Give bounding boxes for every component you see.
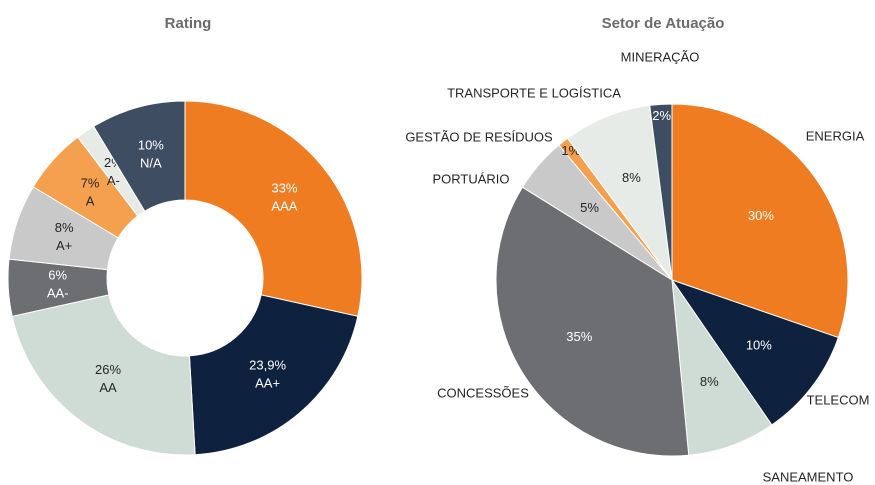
value-label: 26% xyxy=(95,362,121,377)
category-label: TRANSPORTE E LOGÍSTICA xyxy=(447,85,621,100)
value-label: 8% xyxy=(700,374,719,389)
slice xyxy=(188,294,359,456)
category-label: AAA xyxy=(271,199,297,214)
category-label: SANEAMENTO xyxy=(763,469,854,484)
value-label: 2% xyxy=(652,108,671,123)
chart-title: Setor de Atuação xyxy=(602,15,725,32)
slice xyxy=(649,103,673,281)
slice xyxy=(92,100,186,212)
value-label: 10% xyxy=(138,138,164,153)
value-label: 7% xyxy=(81,175,100,190)
category-label: CONCESSÕES xyxy=(437,385,529,400)
category-label: GESTÃO DE RESÍDUOS xyxy=(405,129,553,144)
category-label: MINERAÇÃO xyxy=(621,49,700,64)
slice xyxy=(671,103,849,339)
value-label: 10% xyxy=(746,338,772,353)
slice xyxy=(495,186,690,457)
slice xyxy=(11,294,196,456)
slice xyxy=(184,100,363,317)
category-label: AA- xyxy=(47,286,69,301)
category-label: AA xyxy=(99,380,117,395)
value-label: 23,9% xyxy=(249,358,286,373)
category-label: ENERGIA xyxy=(806,128,865,143)
value-label: 33% xyxy=(271,181,297,196)
slice xyxy=(671,278,773,456)
category-label: TELECOM xyxy=(807,392,870,407)
category-label: A- xyxy=(107,173,120,188)
chart-title: Rating xyxy=(165,15,212,32)
category-label: N/A xyxy=(140,156,162,171)
slice xyxy=(566,104,673,282)
value-label: 5% xyxy=(580,200,599,215)
value-label: 8% xyxy=(622,170,641,185)
category-label: PORTUÁRIO xyxy=(432,171,509,186)
category-label: AA+ xyxy=(255,376,280,391)
value-label: 8% xyxy=(55,220,74,235)
value-label: 6% xyxy=(48,268,67,283)
category-label: A+ xyxy=(56,238,72,253)
category-label: A xyxy=(86,193,95,208)
value-label: 30% xyxy=(748,208,774,223)
value-label: 35% xyxy=(566,329,592,344)
slice xyxy=(670,279,839,426)
